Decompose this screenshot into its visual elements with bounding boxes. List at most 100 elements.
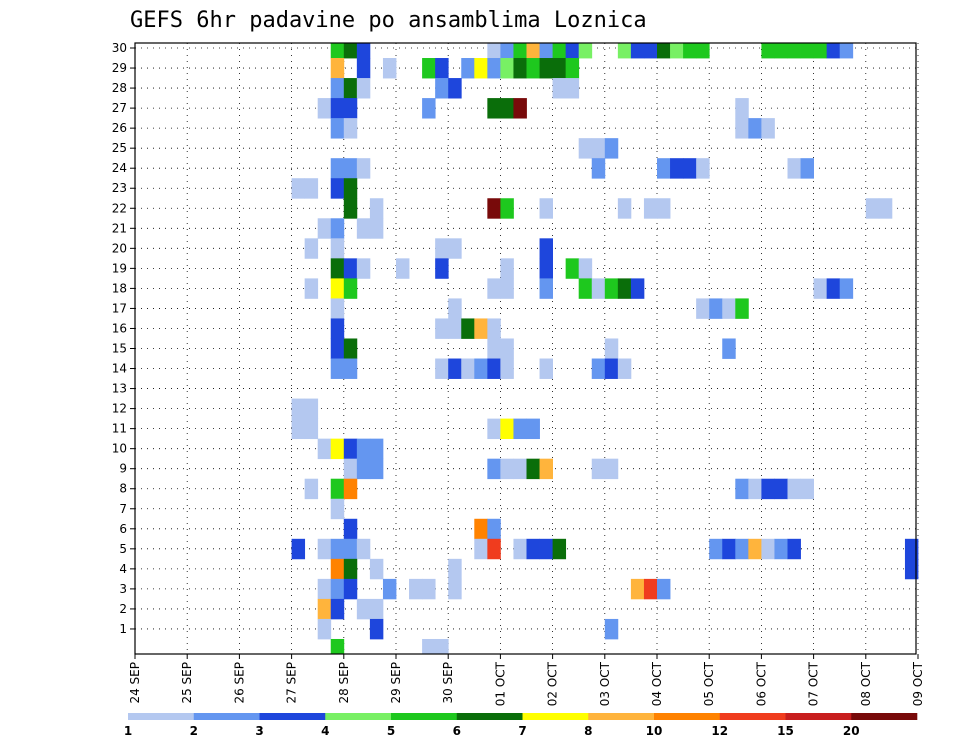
- heatmap-cell: [787, 538, 801, 560]
- y-tick-label: 11: [112, 422, 127, 436]
- x-tick-label: 03 OCT: [598, 661, 612, 706]
- heatmap-cell: [578, 258, 593, 279]
- heatmap-cell: [382, 578, 397, 600]
- y-tick-label: 13: [112, 382, 127, 396]
- x-tick-label: 28 SEP: [337, 662, 351, 704]
- heatmap-cell: [800, 158, 814, 179]
- heatmap-cell: [578, 43, 593, 59]
- legend-label: 15: [777, 724, 794, 738]
- x-tick-label: 05 OCT: [702, 661, 716, 706]
- heatmap-cell: [826, 278, 841, 299]
- heatmap-cell: [330, 498, 345, 520]
- heatmap-cell: [330, 538, 345, 560]
- heatmap-cell: [317, 538, 332, 560]
- legend-label: 4: [321, 724, 329, 738]
- heatmap-cell: [448, 318, 462, 339]
- heatmap-cell: [330, 358, 345, 379]
- y-tick-label: 8: [119, 482, 127, 496]
- heatmap-cell: [369, 458, 384, 480]
- heatmap-cell: [839, 278, 854, 299]
- heatmap-cell: [448, 298, 462, 319]
- y-tick-label: 25: [112, 141, 127, 155]
- legend-label: 1: [124, 724, 132, 738]
- heatmap-cell: [356, 158, 371, 179]
- heatmap-cell: [513, 58, 527, 79]
- heatmap-cell: [343, 578, 358, 600]
- heatmap-cell: [604, 338, 619, 359]
- heatmap-cell: [774, 43, 788, 59]
- heatmap-cell: [513, 538, 527, 560]
- heatmap-cell: [330, 478, 345, 500]
- heatmap-cell: [448, 358, 462, 379]
- heatmap-cell: [461, 358, 475, 379]
- heatmap-cell: [643, 578, 658, 600]
- heatmap-cell: [500, 278, 514, 299]
- heatmap-cell: [343, 458, 358, 480]
- heatmap-cell: [696, 158, 710, 179]
- x-tick-label: 29 SEP: [389, 662, 403, 704]
- heatmap-cell: [343, 518, 358, 540]
- y-tick-label: 28: [112, 81, 127, 95]
- heatmap-cell: [317, 438, 332, 460]
- legend-swatch: [391, 713, 458, 720]
- heatmap-cell: [474, 58, 488, 79]
- heatmap-cell: [343, 338, 358, 359]
- heatmap-cell: [369, 218, 384, 239]
- heatmap-cell: [330, 558, 345, 580]
- legend-label: 2: [190, 724, 198, 738]
- heatmap-cell: [448, 578, 462, 600]
- heatmap-cell: [800, 43, 814, 59]
- legend-swatch: [851, 713, 918, 720]
- heatmap-cell: [487, 338, 501, 359]
- heatmap-cell: [304, 238, 319, 259]
- heatmap-cell: [709, 298, 723, 319]
- heatmap-cell: [552, 78, 567, 99]
- y-tick-label: 18: [112, 281, 127, 295]
- y-tick-label: 12: [112, 402, 127, 416]
- x-tick-label: 27 SEP: [285, 662, 299, 704]
- heatmap-cell: [839, 43, 854, 59]
- heatmap-cell: [448, 558, 462, 580]
- heatmap-cell: [343, 43, 358, 59]
- chart-title: GEFS 6hr padavine po ansamblima Loznica: [130, 8, 647, 33]
- heatmap-cell: [330, 158, 345, 179]
- heatmap-cell: [382, 58, 397, 79]
- heatmap-cell: [330, 298, 345, 319]
- heatmap-cell: [761, 118, 775, 139]
- heatmap-cell: [500, 58, 514, 79]
- x-tick-label: 26 SEP: [232, 662, 246, 704]
- heatmap-cell: [291, 178, 306, 199]
- heatmap-cell: [330, 258, 345, 279]
- heatmap-cell: [539, 358, 553, 379]
- heatmap-cell: [787, 43, 801, 59]
- y-tick-label: 3: [119, 582, 127, 596]
- x-tick-label: 06 OCT: [754, 661, 768, 706]
- legend-label: 8: [584, 724, 592, 738]
- heatmap-cell: [748, 478, 762, 500]
- heatmap-cell: [761, 43, 775, 59]
- heatmap-cell: [330, 438, 345, 460]
- y-tick-label: 19: [112, 261, 127, 275]
- legend-label: 20: [843, 724, 860, 738]
- heatmap-cell: [448, 78, 462, 99]
- heatmap-cell: [565, 258, 580, 279]
- heatmap-cell: [683, 43, 697, 59]
- heatmap-cell: [513, 418, 527, 440]
- heatmap-cell: [343, 438, 358, 460]
- heatmap-cell: [369, 598, 384, 620]
- heatmap-cell: [330, 238, 345, 259]
- heatmap-cell: [513, 43, 527, 59]
- heatmap-cell: [591, 358, 606, 379]
- heatmap-cell: [369, 198, 384, 219]
- heatmap-cell: [304, 278, 319, 299]
- heatmap-cell: [356, 458, 371, 480]
- heatmap-cell: [474, 518, 488, 540]
- heatmap-cell: [526, 58, 540, 79]
- heatmap-cell: [604, 618, 619, 640]
- heatmap-cell: [722, 338, 736, 359]
- heatmap-cell: [630, 278, 645, 299]
- heatmap-cell: [670, 43, 684, 59]
- heatmap-cell: [513, 458, 527, 480]
- y-tick-label: 1: [119, 622, 127, 636]
